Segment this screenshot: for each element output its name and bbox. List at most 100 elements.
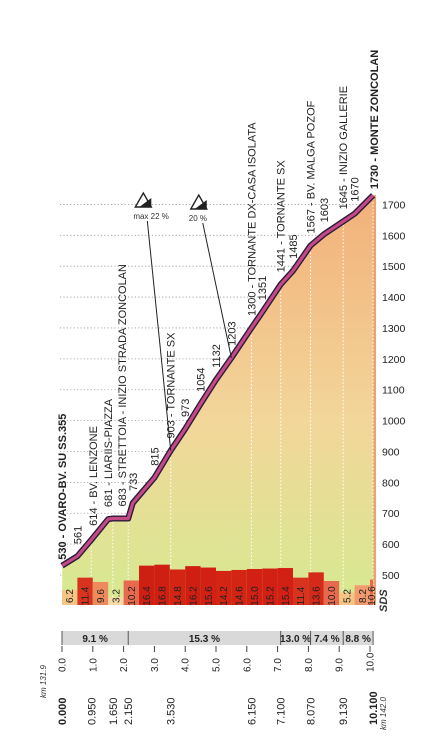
gradient-label-5: 16.4 [142,586,153,606]
gradient-label-11: 14.6 [235,586,246,606]
km-mark-7: 8.070 [306,697,318,725]
altitude-label-8: 1054 [196,367,208,391]
y-tick-600: 600 [382,539,400,551]
y-tick-1500: 1500 [382,261,406,273]
altitude-label-9: 1132 [211,344,223,368]
y-tick-1000: 1000 [382,416,406,428]
altitude-label-18: 1670 [350,177,362,201]
gradient-label-13: 15.2 [265,586,276,606]
end-label: 1730 - MONTE ZONCOLAN [369,50,381,189]
profile-line [61,194,375,568]
gradient-label-20: 10.6 [367,586,378,606]
km-mark-5: 6.150 [246,697,258,725]
max-gradient-pointer-0 [146,220,172,451]
km-tick-0: 0.0 [58,658,69,672]
altitude-label-3: 683 - STRETTOIA - INIZIO STRADA ZONCOLAN [117,264,129,507]
gradient-bar-8 [185,566,201,605]
gradient-bar-12 [246,569,263,605]
km-mark-2: 1.650 [108,697,120,725]
y-tick-900: 900 [382,446,400,458]
gradient-bar-0 [62,590,78,605]
altitude-label-12: 1351 [257,276,269,300]
km-tick-6: 6.0 [242,658,253,672]
gradient-label-3: 3.2 [111,589,122,603]
gradient-label-19: 8.2 [358,589,369,603]
gradient-bar-14 [277,568,293,605]
gradient-bar-5 [139,565,155,605]
gradient-bar-7 [169,569,186,605]
altitude-label-15: 1567 - BV. MALGA POZOF [306,100,318,233]
altitude-label-7: 973 [180,399,192,417]
km-mark-0: 0.000 [57,697,69,725]
gradient-bar-17 [323,581,340,605]
km-tick-4: 4.0 [181,658,192,672]
gradient-bar-1 [77,577,93,605]
altitude-label-17: 1645 - INIZIO GALLERIE [338,86,350,210]
km-tick-9: 9.0 [335,658,346,672]
gradient-label-17: 10.0 [327,586,338,606]
y-tick-800: 800 [382,477,400,489]
gradient-label-0: 6.2 [65,589,76,603]
profile-area [62,195,374,605]
gradient-bar-16 [308,572,324,605]
max-gradient-icon-fill-1 [194,200,207,209]
km-mark-6: 7.100 [276,697,288,725]
y-tick-1200: 1200 [382,354,406,366]
gradient-label-4: 10.2 [127,586,138,606]
gradient-label-1: 11.4 [81,586,92,605]
gradient-label-12: 15.0 [250,586,261,606]
y-tick-1700: 1700 [382,199,406,211]
gradient-label-8: 16.2 [188,586,199,606]
y-tick-700: 700 [382,508,400,520]
max-gradient-label-1: 20 % [189,214,207,223]
altitude-label-13: 1441 - TORNANTE SX [276,160,288,273]
gradient-label-10: 14.2 [219,586,230,606]
y-tick-1100: 1100 [382,385,405,397]
gradient-bar-11 [231,569,247,605]
y-tick-500: 500 [382,570,400,582]
avg-segment-label-3: 7.4 % [314,634,340,645]
start-label: 530 - OVARO-BV. SU SS.355 [57,414,69,560]
gradient-label-15: 11.4 [296,586,307,605]
km-tick-1: 1.0 [88,658,99,672]
max-gradient-label-0: max 22 % [133,212,169,221]
road-km-end: km 142.0 [379,697,388,730]
gradient-label-18: 5.2 [342,589,353,603]
altitude-label-4: 733 [128,473,140,491]
avg-gradient-band [62,631,374,645]
altitude-label-1: 614 - BV. LENZONE [88,426,100,526]
gradient-bar-19 [354,585,370,605]
gradient-label-14: 15.4 [281,586,292,606]
km-tick-2: 2.0 [119,658,130,672]
brand-logo: SDS [378,589,390,612]
km-tick-5: 5.0 [212,658,223,672]
altitude-label-11: 1300 - TORNANTE DX-CASA ISOLATA [246,122,258,316]
km-tick-7: 7.0 [273,658,284,672]
gradient-bar-2 [92,581,109,605]
km-mark-8: 9.130 [338,697,350,725]
altitude-label-6: 903 - TORNANTE SX [166,332,178,439]
gradient-label-16: 13.6 [312,586,323,606]
avg-segment-label-2: 13.0 % [280,634,311,645]
max-gradient-pointer-1 [202,222,232,359]
gradient-bar-15 [293,577,309,605]
avg-segment-label-4: 8.8 % [345,634,371,645]
altitude-label-5: 815 [149,447,161,465]
gradient-label-9: 15.6 [204,586,215,606]
profile-edge [373,195,377,605]
km-mark-9: 10.100 [368,691,380,725]
road-km-start: km 131.9 [39,665,48,698]
gradient-bar-6 [154,564,170,605]
gradient-label-6: 16.8 [158,586,169,606]
y-tick-1400: 1400 [382,292,406,304]
km-tick-8: 8.0 [304,658,315,672]
altitude-label-14: 1485 [288,234,300,258]
y-tick-1600: 1600 [382,230,406,242]
gradient-bar-20 [370,579,374,605]
altitude-label-16: 1603 [319,198,331,222]
avg-segment-label-0: 9.1 % [82,634,108,645]
altitude-label-10: 1203 [226,321,238,345]
km-mark-3: 2.150 [123,697,135,725]
gradient-bar-9 [200,567,216,605]
altitude-label-0: 561 [72,526,84,544]
